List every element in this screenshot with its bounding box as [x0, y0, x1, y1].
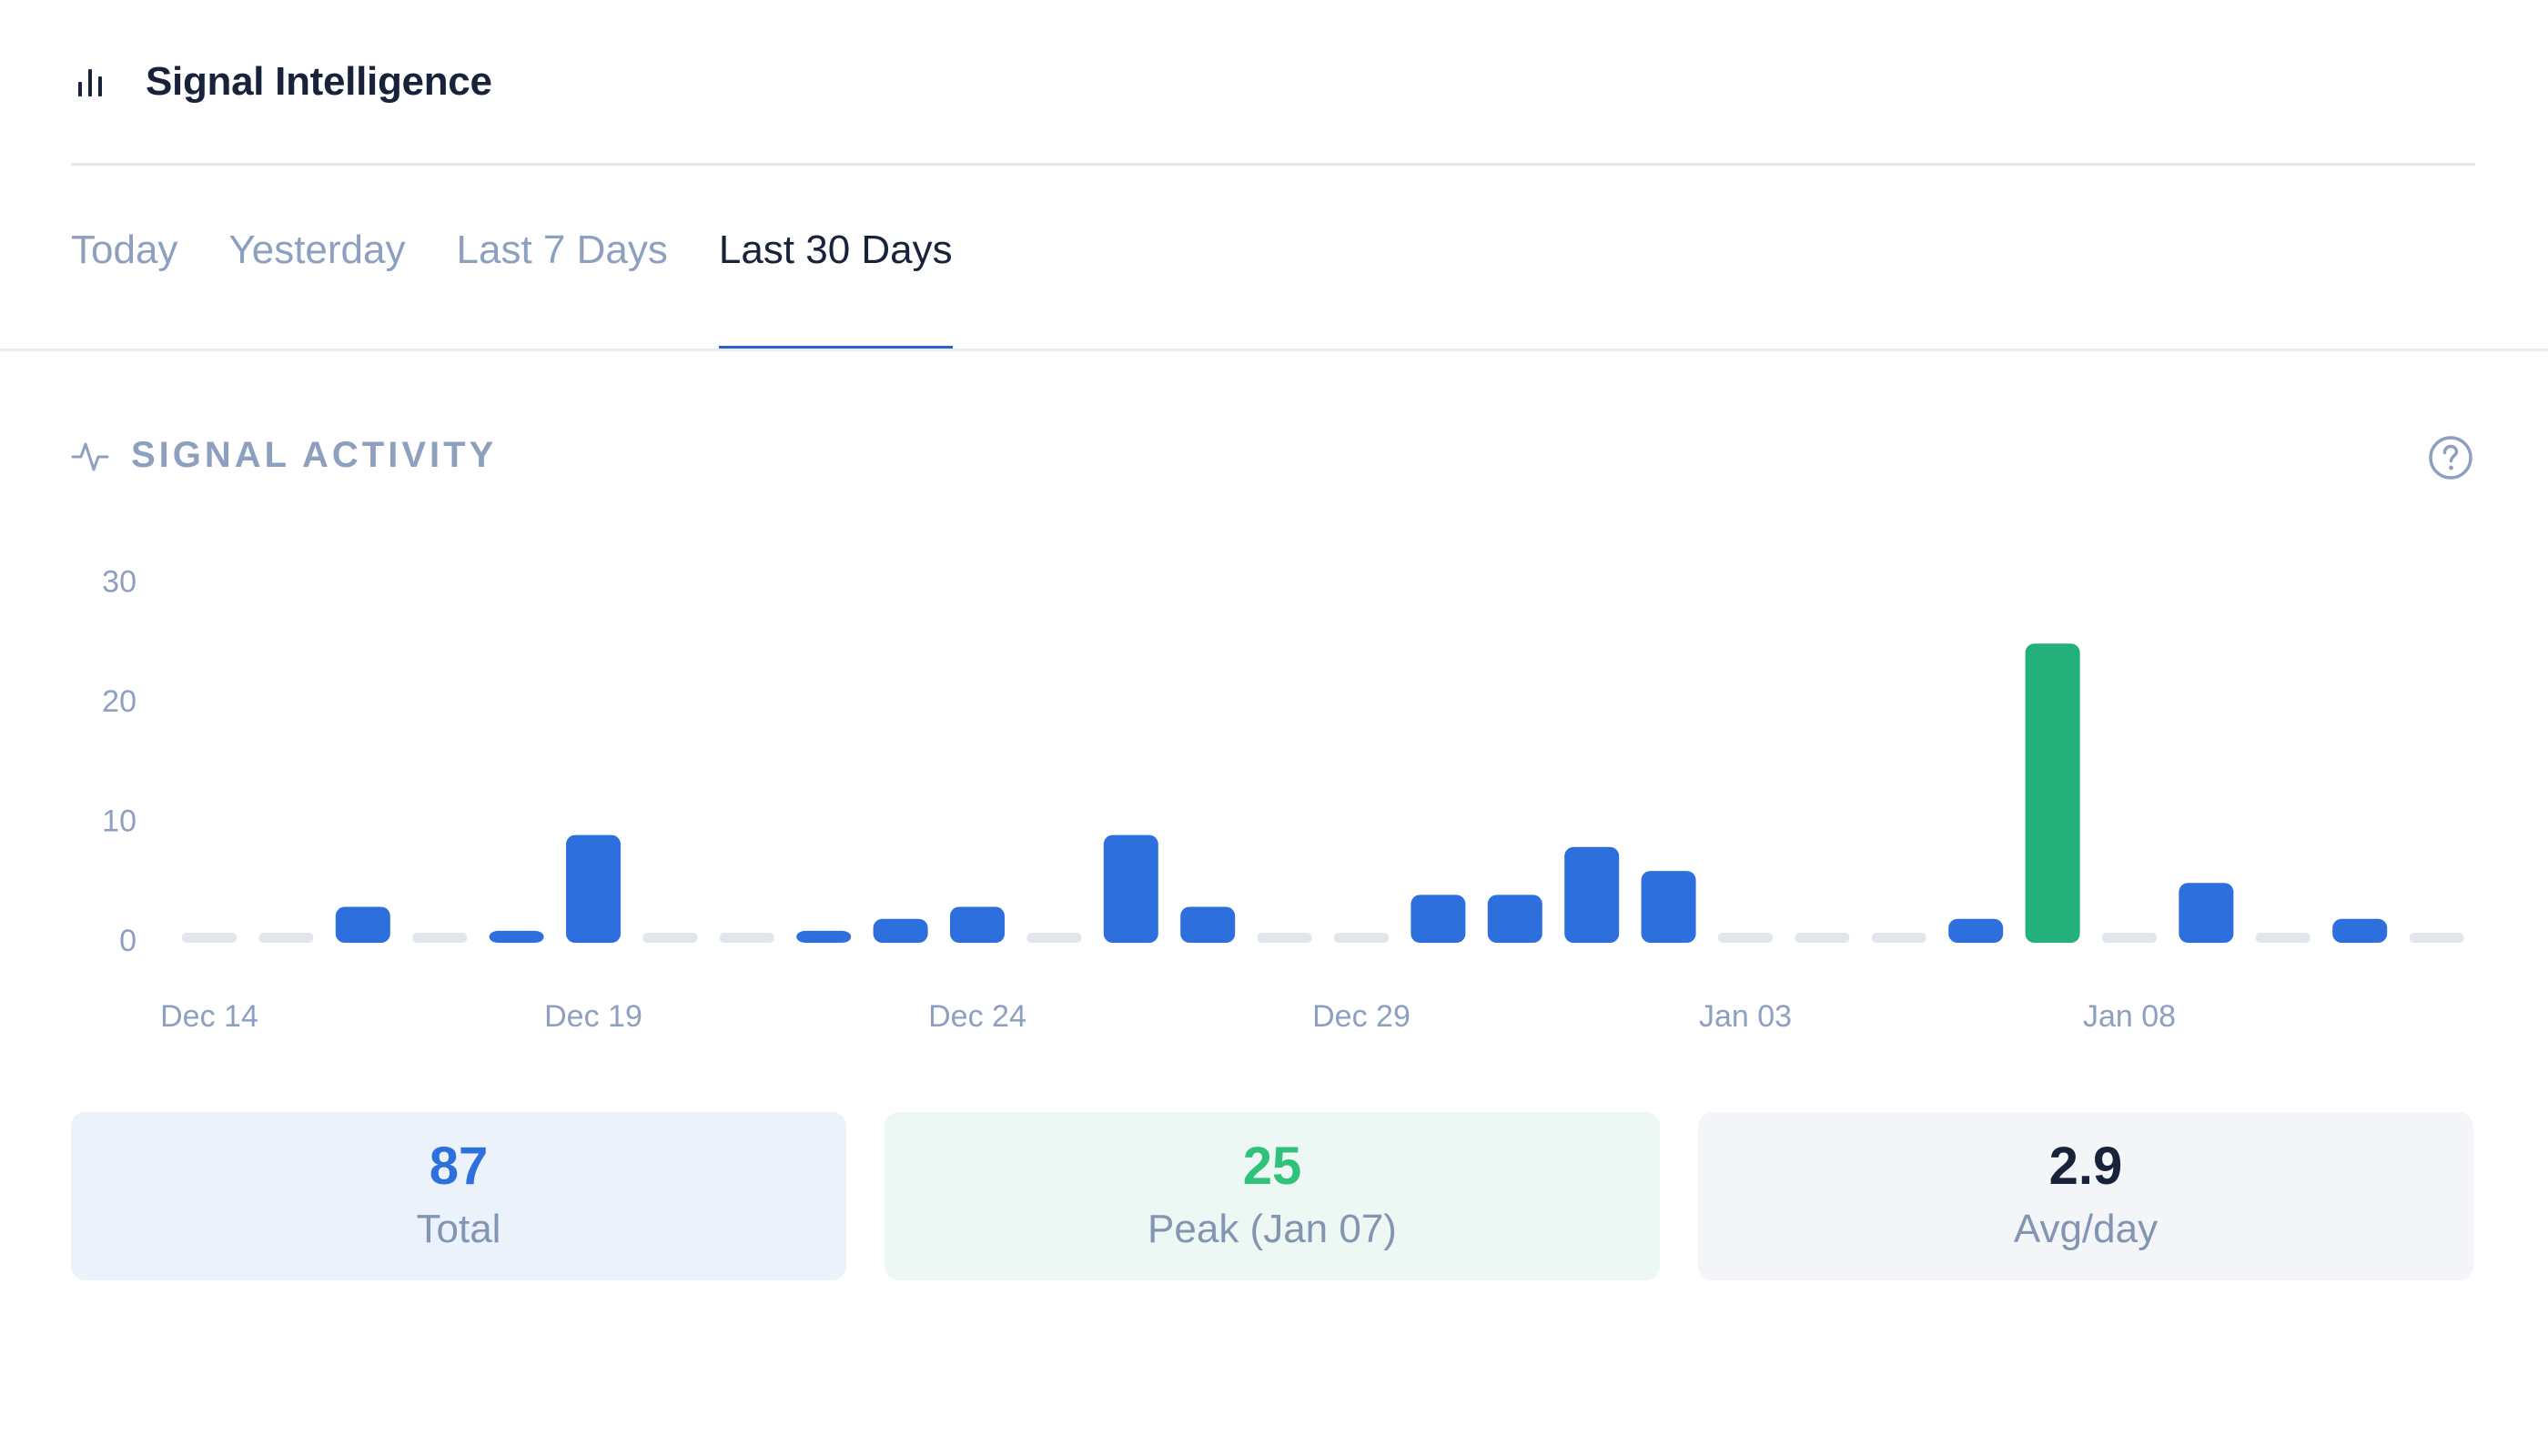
bars [182, 643, 2464, 943]
chart-bar[interactable] [796, 930, 852, 943]
empty-bar[interactable] [412, 933, 468, 943]
tab-today[interactable]: Today [71, 228, 178, 272]
chart-bar[interactable] [566, 834, 621, 943]
chart-bar[interactable] [873, 918, 928, 943]
total-card: 87 Total [71, 1112, 846, 1280]
signal-activity-chart: 0 10 20 30 Dec 14 Dec 19 Dec 24 Dec 29 Jan 03 Ja… [102, 564, 2464, 1034]
empty-bar[interactable] [1795, 933, 1850, 943]
peak-bar[interactable] [2025, 643, 2080, 943]
empty-bar[interactable] [182, 933, 237, 943]
empty-bar[interactable] [1871, 933, 1926, 943]
empty-bar[interactable] [2409, 933, 2464, 943]
chart-bar[interactable] [1641, 871, 1696, 943]
chart-bar[interactable] [2179, 883, 2234, 943]
x-tick-label: Dec 24 [928, 999, 1026, 1034]
empty-bar[interactable] [642, 933, 698, 943]
total-value: 87 [429, 1137, 489, 1197]
chart-bar[interactable] [1487, 895, 1542, 943]
header-divider [71, 163, 2475, 166]
y-axis: 0 10 20 30 [102, 564, 136, 958]
chart-bar[interactable] [1948, 918, 2004, 943]
activity-icon [71, 442, 109, 470]
x-tick-label: Jan 08 [2083, 999, 2176, 1034]
chart-bar[interactable] [335, 906, 390, 943]
tab-last-30-days[interactable]: Last 30 Days [718, 228, 953, 349]
y-tick-label: 30 [102, 564, 136, 599]
chart-bar[interactable] [489, 930, 544, 943]
chart-bar[interactable] [1103, 834, 1158, 943]
section-header: SIGNAL ACTIVITY [71, 435, 497, 476]
total-label: Total [416, 1207, 501, 1252]
bar-chart-icon [71, 62, 111, 102]
peak-label: Peak (Jan 07) [1148, 1207, 1397, 1252]
help-circle-icon[interactable] [2428, 435, 2473, 480]
y-tick-label: 10 [102, 804, 136, 838]
x-tick-label: Dec 14 [160, 999, 258, 1034]
x-axis: Dec 14 Dec 19 Dec 24 Dec 29 Jan 03 Jan 08 [160, 999, 2176, 1034]
empty-bar[interactable] [1026, 933, 1082, 943]
x-tick-label: Jan 03 [1699, 999, 1792, 1034]
empty-bar[interactable] [1257, 933, 1312, 943]
chart-bar[interactable] [1180, 906, 1236, 943]
x-tick-label: Dec 19 [544, 999, 642, 1034]
empty-bar[interactable] [1334, 933, 1389, 943]
section-title: SIGNAL ACTIVITY [131, 435, 498, 475]
avg-card: 2.9 Avg/day [1698, 1112, 2473, 1280]
chart-bar[interactable] [1410, 895, 1466, 943]
stats-cards: 87 Total 25 Peak (Jan 07) 2.9 Avg/day [71, 1112, 2473, 1280]
empty-bar[interactable] [719, 933, 774, 943]
tabs-divider [0, 349, 2548, 351]
peak-value: 25 [1242, 1137, 1302, 1197]
tab-yesterday[interactable]: Yesterday [228, 228, 406, 272]
empty-bar[interactable] [258, 933, 314, 943]
header: Signal Intelligence [71, 50, 492, 114]
page-title: Signal Intelligence [146, 59, 492, 104]
y-tick-label: 20 [102, 684, 136, 719]
avg-label: Avg/day [2013, 1207, 2159, 1252]
y-tick-label: 0 [119, 924, 136, 958]
empty-bar[interactable] [1718, 933, 1773, 943]
chart-bar[interactable] [2332, 918, 2388, 943]
chart-bar[interactable] [1564, 846, 1620, 943]
chart-bar[interactable] [950, 906, 1005, 943]
empty-bar[interactable] [2102, 933, 2157, 943]
peak-card: 25 Peak (Jan 07) [885, 1112, 1660, 1280]
avg-value: 2.9 [2048, 1137, 2123, 1197]
x-tick-label: Dec 29 [1312, 999, 1410, 1034]
date-range-tabs: Today Yesterday Last 7 Days Last 30 Days [71, 228, 1004, 349]
empty-bar[interactable] [2255, 933, 2310, 943]
tab-last-7-days[interactable]: Last 7 Days [456, 228, 668, 272]
